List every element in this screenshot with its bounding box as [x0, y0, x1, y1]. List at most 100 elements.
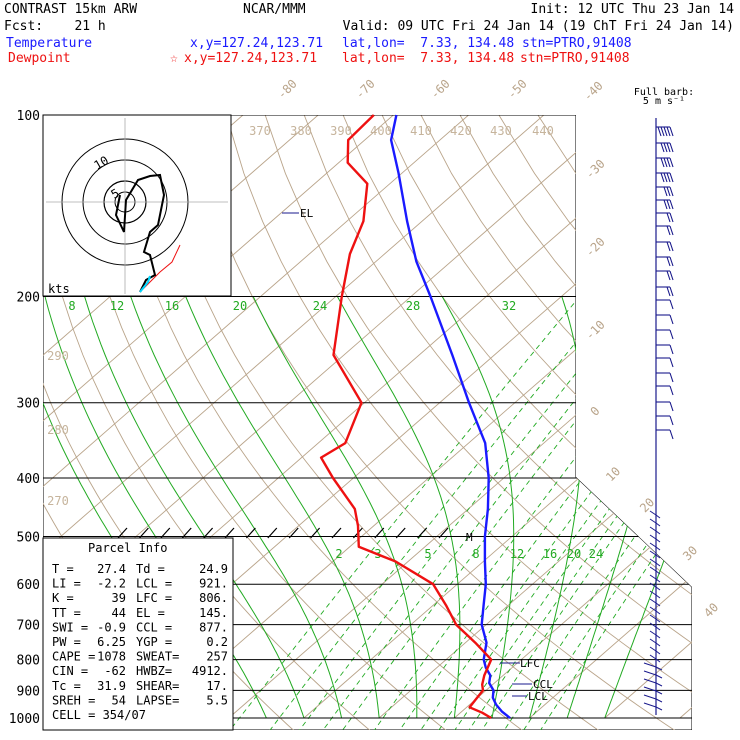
wind-barb-feather: [669, 270, 674, 281]
wind-barb: [649, 606, 657, 612]
wind-barb-feather: [669, 415, 674, 426]
parcel-value: 17.: [206, 679, 228, 693]
parcel-label: T =: [52, 562, 74, 576]
mixing-ratio-label: 20: [233, 299, 247, 313]
wind-profile: [643, 118, 674, 715]
wind-barb-feather: [660, 157, 665, 168]
isotherm-line: [43, 115, 469, 719]
wind-barb: [655, 538, 661, 543]
theta-label: 440: [532, 124, 554, 138]
wind-barb-feather: [669, 172, 674, 183]
valid-time: Valid: 09 UTC Fri 24 Jan 14 (19 ChT Fri …: [343, 19, 734, 34]
parcel-label: LI =: [52, 577, 81, 591]
pressure-label: 100: [17, 109, 40, 124]
wind-barb: [649, 654, 657, 660]
wind-barb: [655, 578, 661, 583]
barb-unit-label: 5 m s⁻¹: [643, 96, 685, 107]
wind-barb-feather: [663, 172, 668, 183]
wind-barb-feather: [663, 199, 668, 210]
wind-barb: [643, 678, 657, 684]
mixing-ratio-label: 8: [68, 299, 75, 313]
isotherm-line: [43, 115, 545, 719]
temperature-legend: Temperature: [6, 36, 92, 51]
parcel-label: SHEAR=: [136, 679, 179, 693]
wind-barb: [655, 626, 661, 631]
mixing-ratio-label: 12: [510, 547, 524, 561]
mixing-ratio-label: 24: [313, 299, 327, 313]
temperature-latlon: lat,lon= 7.33, 134.48: [342, 36, 514, 51]
isotherm-line: [303, 115, 692, 719]
mixing-ratio-label: 5: [424, 547, 431, 561]
wind-barb-feather: [666, 212, 671, 223]
wind-barb-feather: [666, 256, 671, 267]
wind-barb-feather: [666, 172, 671, 183]
isotherm-label: -30: [583, 157, 608, 182]
theta-label: 400: [370, 124, 392, 138]
mixing-ratio-line: [539, 296, 692, 730]
isotherm-line: [43, 115, 394, 719]
center-label: NCAR/MMM: [243, 2, 306, 17]
parcel-label: LAPSE=: [136, 693, 179, 707]
moist-adiabat-line: [604, 296, 692, 719]
hodograph-ring-label: 10: [92, 153, 112, 172]
theta-label: 270: [47, 494, 69, 508]
wind-barb: [655, 570, 661, 575]
hodograph-trace: [114, 173, 166, 293]
wind-barb: [649, 590, 657, 596]
level-tick-mark: [438, 527, 449, 539]
level-tick-mark: [117, 527, 128, 539]
mixing-ratio-line: [341, 296, 675, 730]
mixing-ratio-label: 32: [502, 299, 516, 313]
parcel-label: PW =: [52, 635, 81, 649]
pressure-label: 200: [17, 291, 40, 306]
mixing-ratio-label: 16: [165, 299, 179, 313]
wind-barb-feather: [669, 344, 674, 355]
pressure-label: 800: [17, 654, 40, 669]
wind-barb-feather: [669, 314, 674, 325]
level-tick-mark: [245, 527, 256, 539]
wind-barb-feather: [669, 401, 674, 412]
wind-barb: [655, 610, 661, 615]
hodograph-low-trace: [139, 275, 151, 293]
wind-barb-feather: [666, 186, 671, 197]
level-tick-mark: [288, 527, 299, 539]
parcel-label: CIN =: [52, 664, 88, 678]
wind-barb-feather: [666, 199, 671, 210]
wind-barb: [655, 666, 663, 671]
dewpoint-profile-line: [319, 114, 493, 720]
wind-barb: [649, 646, 657, 652]
wind-barb: [655, 586, 661, 591]
pressure-label: 300: [17, 397, 40, 412]
dewpoint-latlon: lat,lon= 7.33, 134.48: [342, 51, 514, 66]
wind-barb-feather: [669, 299, 674, 310]
wind-barb: [655, 682, 663, 687]
lfc-marker-label: LFC: [520, 657, 540, 670]
level-tick-mark: [374, 527, 385, 539]
level-tick-mark: [138, 527, 149, 539]
isotherm-label: -60: [428, 77, 453, 102]
parcel-value: 44: [112, 606, 126, 620]
mixing-ratio-label: 8: [472, 547, 479, 561]
wind-barb-feather: [666, 142, 671, 153]
hodograph-units-label: kts: [48, 282, 70, 296]
wind-barb: [655, 594, 661, 599]
wind-barb: [655, 642, 661, 647]
theta-label: 370: [249, 124, 271, 138]
wind-barb-feather: [669, 212, 674, 223]
theta-label: 390: [330, 124, 352, 138]
wind-barb: [649, 518, 657, 524]
isotherm-line: [529, 115, 692, 719]
wind-barb-feather: [669, 186, 674, 197]
parcel-info-panel: Parcel Info T = 27.4 Td = 24.9 LI = -2.2 LCL = 9…: [42, 537, 234, 731]
wind-barb-feather: [669, 199, 674, 210]
wind-barb-feather: [669, 429, 674, 440]
parcel-value: -0.9: [97, 620, 126, 634]
theta-label: 410: [410, 124, 432, 138]
mixed-level-label: M: [466, 531, 473, 544]
level-tick-mark: [267, 527, 278, 539]
isotherm-line: [454, 115, 692, 719]
wind-barb: [649, 526, 657, 532]
